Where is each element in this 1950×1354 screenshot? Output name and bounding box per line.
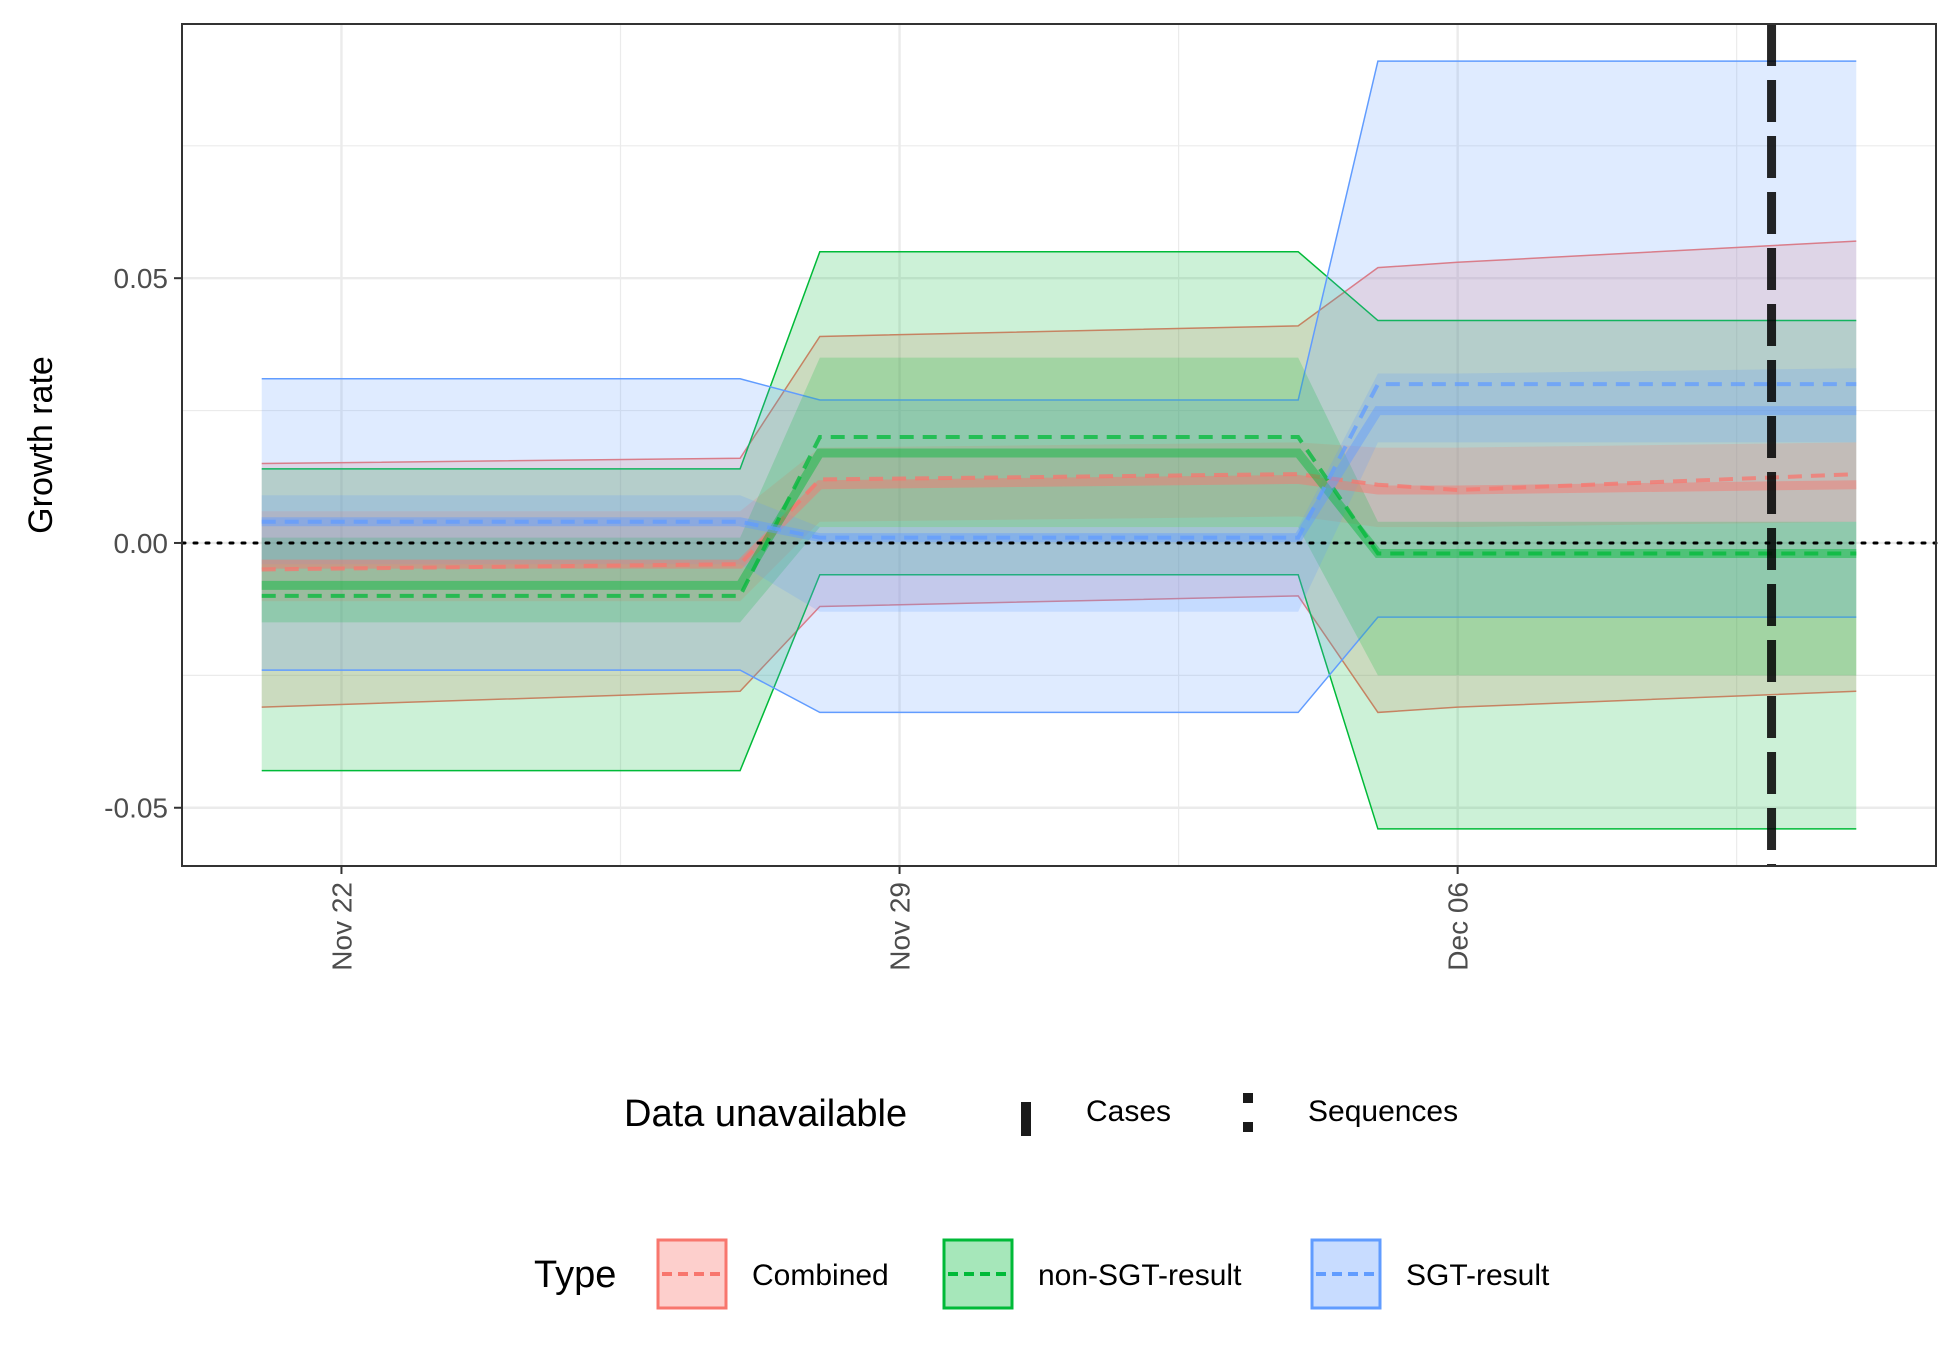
mean-line-non-sgt-result: [261, 435, 1857, 598]
legend-type-title: Type: [534, 1254, 616, 1296]
ribbon-layer: [261, 60, 1857, 830]
median-line-non-sgt-result: [261, 448, 1857, 590]
x-tick-label: Dec 06: [1443, 882, 1474, 971]
legend-data-unavailable: Data unavailable Cases Sequences: [624, 1093, 1458, 1147]
ribbon-outer-non-sgt-result: [261, 251, 1857, 829]
legend-label-non-sgt-result: non-SGT-result: [1038, 1259, 1242, 1292]
y-axis-title: Growth rate: [22, 356, 60, 534]
reference-lines: [180, 24, 1938, 866]
ribbon-outer-upper-edge-combined: [261, 240, 1857, 465]
legend-label-sequences: Sequences: [1308, 1095, 1458, 1128]
panel-border: [181, 23, 1937, 867]
ribbon-outer-upper-edge-sgt-result: [261, 60, 1857, 401]
legend-label-cases: Cases: [1086, 1095, 1171, 1128]
axis-layer: -0.05 0.00 0.05 Nov 22 Nov 29 Dec 06: [104, 263, 1473, 971]
mean-line-sgt-result: [261, 382, 1857, 540]
legend-key-non-sgt-result: [942, 1238, 1014, 1310]
y-tick-label: 0.05: [114, 263, 169, 294]
ribbon-outer-sgt-result: [261, 61, 1857, 713]
ribbon-outer-lower-edge-sgt-result: [261, 616, 1857, 714]
ribbon-outer-lower-edge-combined: [261, 595, 1857, 714]
y-tick-label: 0.00: [114, 528, 169, 559]
legend-key-combined: [656, 1238, 728, 1310]
legend-key-sgt-result: [1310, 1238, 1382, 1310]
y-tick-label: -0.05: [104, 793, 168, 824]
ribbon-inner-combined: [261, 442, 1857, 602]
line-layer: [261, 382, 1857, 598]
legend-label-sgt-result: SGT-result: [1406, 1259, 1550, 1292]
ribbon-inner-sgt-result: [261, 368, 1857, 612]
legend-type: Type Combined non-SGT-result SGT-result: [534, 1238, 1550, 1310]
x-tick-label: Nov 22: [326, 882, 357, 971]
legend-unavailable-title: Data unavailable: [624, 1093, 907, 1135]
x-tick-label: Nov 29: [885, 882, 916, 971]
ribbon-outer-upper-edge-non-sgt-result: [261, 250, 1857, 470]
ribbon-outer-lower-edge-non-sgt-result: [261, 573, 1857, 830]
legend-label-combined: Combined: [752, 1259, 889, 1292]
median-line-combined: [261, 474, 1857, 569]
